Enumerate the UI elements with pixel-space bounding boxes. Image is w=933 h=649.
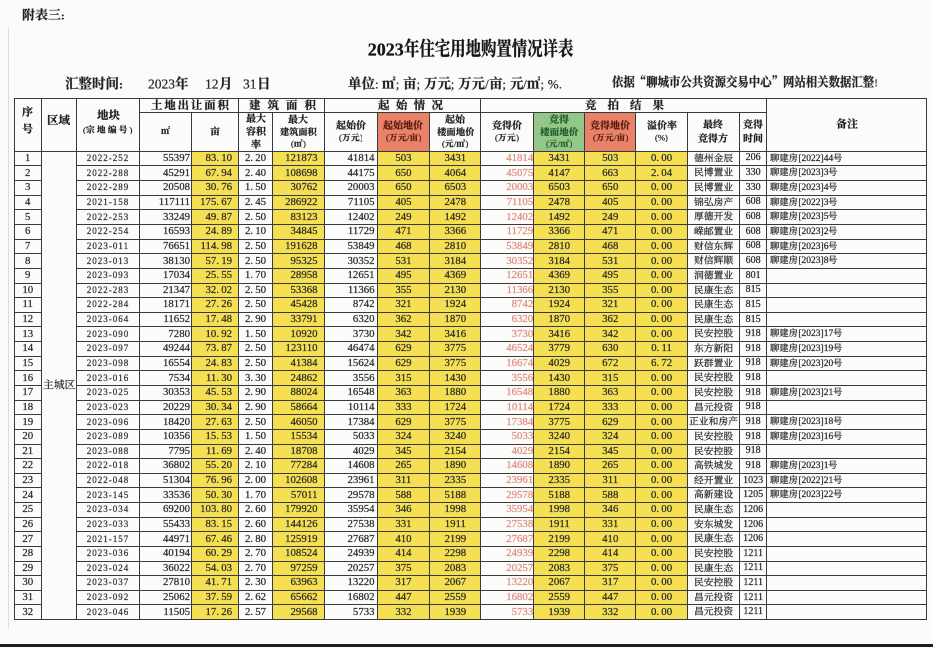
svg-text:%: % — [658, 133, 665, 142]
svg-text:(: ( — [386, 133, 389, 142]
svg-text:): ) — [418, 133, 421, 142]
svg-text:): ) — [516, 133, 519, 142]
svg-text:): ) — [130, 125, 133, 134]
svg-text:): ) — [303, 139, 306, 148]
svg-text:/: / — [558, 139, 561, 148]
svg-text:(: ( — [291, 139, 294, 148]
svg-text:): ) — [466, 139, 469, 148]
svg-text:(: ( — [655, 133, 658, 142]
svg-text:/: / — [614, 133, 617, 142]
svg-text:(: ( — [495, 133, 498, 142]
svg-text:): ) — [360, 133, 363, 142]
svg-text:(: ( — [339, 133, 342, 142]
svg-text:): ) — [570, 139, 573, 148]
svg-text:/: / — [407, 133, 410, 142]
svg-text:): ) — [625, 133, 628, 142]
svg-text:(: ( — [442, 139, 445, 148]
svg-text:(: ( — [593, 133, 596, 142]
svg-text:/: / — [454, 139, 457, 148]
svg-text:(: ( — [546, 139, 549, 148]
svg-text:): ) — [665, 133, 668, 142]
svg-text:(: ( — [83, 125, 86, 134]
